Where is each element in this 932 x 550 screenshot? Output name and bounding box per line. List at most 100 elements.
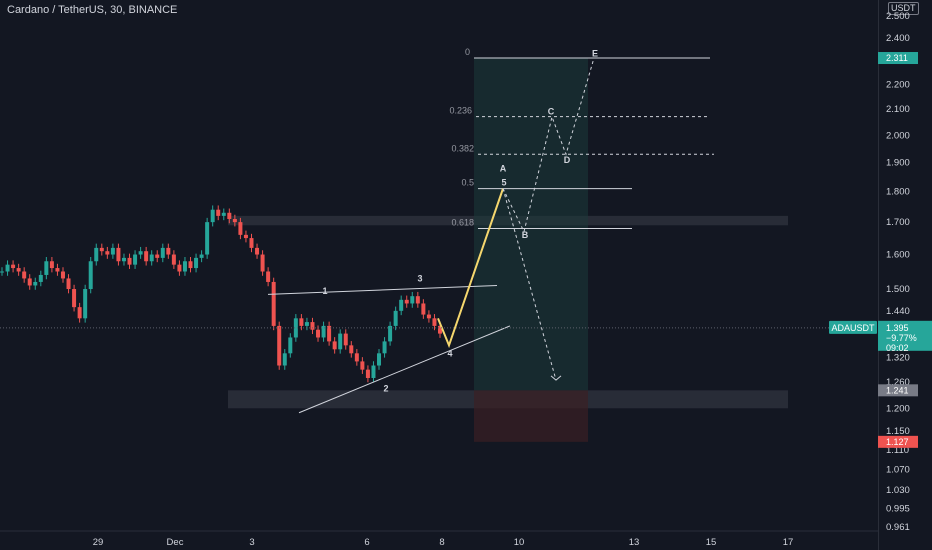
candle-body: [38, 274, 43, 282]
candle-body: [149, 254, 154, 262]
candle-body: [393, 310, 398, 326]
candle-body: [55, 268, 60, 272]
zones-layer: [228, 58, 788, 442]
candle-body: [377, 353, 382, 366]
wave-label: 1: [322, 286, 327, 296]
fib-level-label: 0.618: [451, 217, 474, 227]
candle-body: [177, 264, 182, 272]
candle-body: [166, 247, 171, 255]
candle-body: [260, 254, 265, 272]
candle-body: [432, 318, 437, 326]
candle-body: [415, 296, 420, 304]
candle-body: [99, 247, 104, 252]
candle-body: [310, 322, 315, 330]
candle-body: [243, 234, 248, 239]
candle-body: [110, 247, 115, 255]
candle-body: [288, 337, 293, 354]
candle-body: [282, 353, 287, 366]
candle-body: [249, 238, 254, 248]
fib-level-label: 0.236: [449, 106, 472, 116]
candle-body: [371, 365, 376, 378]
candle-body: [22, 271, 27, 279]
candle-body: [349, 345, 354, 354]
candle-body: [438, 325, 442, 334]
wedge-upper-line: [267, 284, 498, 295]
candle-body: [293, 318, 298, 338]
candle-body: [216, 209, 221, 216]
candle-body: [299, 318, 304, 326]
wave-label: C: [548, 107, 555, 117]
candle-body: [27, 278, 32, 286]
candle-body: [66, 278, 71, 290]
candle-body: [127, 257, 132, 265]
candle-body: [277, 325, 282, 366]
candle-body: [121, 257, 126, 262]
candle-body: [221, 212, 226, 216]
candle-body: [182, 261, 187, 272]
candle-body: [232, 218, 237, 223]
candle-body: [321, 325, 326, 338]
candle-body: [16, 268, 21, 272]
candle-body: [88, 261, 93, 290]
candle-body: [266, 271, 271, 282]
projection-arrowhead: [550, 375, 562, 381]
candle-body: [382, 341, 387, 354]
candle-body: [194, 257, 199, 269]
candle-body: [360, 361, 365, 370]
candle-body: [44, 261, 49, 275]
projection-bullish: [502, 57, 595, 234]
candle-body: [332, 341, 337, 350]
candle-body: [327, 325, 332, 342]
candle-body: [421, 303, 426, 315]
candle-body: [49, 261, 54, 269]
candles-layer: [0, 205, 442, 383]
candle-body: [171, 254, 176, 265]
wave-label: 4: [447, 348, 452, 358]
candle-body: [105, 251, 110, 255]
candle-body: [205, 222, 210, 255]
candle-body: [138, 251, 143, 255]
wave-label: 5: [501, 178, 506, 188]
candle-body: [116, 247, 121, 262]
candle-body: [388, 325, 393, 342]
candle-body: [426, 314, 431, 319]
candle-body: [77, 307, 82, 319]
candle-body: [133, 254, 138, 265]
candle-body: [304, 322, 309, 326]
wave-label: 3: [417, 273, 422, 283]
candle-body: [60, 271, 65, 279]
candle-body: [0, 271, 4, 273]
candle-body: [227, 212, 232, 219]
candle-body: [83, 289, 88, 319]
candle-body: [404, 299, 409, 304]
candle-body: [199, 254, 204, 258]
fib-level-label: 0.5: [461, 178, 474, 188]
candle-body: [399, 299, 404, 311]
wave-label: B: [522, 230, 529, 240]
candle-body: [255, 247, 260, 255]
currency-badge[interactable]: USDT: [888, 2, 919, 15]
wave-label: D: [564, 155, 571, 165]
wave-label: 2: [383, 384, 388, 394]
candle-body: [160, 247, 165, 258]
candle-body: [155, 254, 160, 258]
candle-body: [72, 289, 77, 308]
candle-body: [188, 261, 193, 269]
candle-body: [5, 264, 10, 272]
candle-body: [271, 281, 276, 326]
fib-level-label: 0: [465, 47, 470, 57]
chart-title: Cardano / TetherUS, 30, BINANCE: [7, 4, 178, 16]
candle-body: [144, 251, 149, 262]
candle-body: [11, 264, 16, 269]
drawings-layer: 0 0.236 0.382 0.5 0.618 1 2 3 4 5 A B C D E: [0, 47, 878, 414]
candle-body: [365, 369, 370, 378]
candle-body: [410, 296, 415, 304]
fib-level-label: 0.382: [451, 143, 474, 153]
candle-body: [338, 333, 343, 350]
loss-zone: [474, 390, 588, 442]
candle-body: [33, 281, 38, 286]
candle-body: [343, 333, 348, 346]
price-axis[interactable]: [878, 0, 932, 550]
profit-zone: [474, 58, 588, 391]
